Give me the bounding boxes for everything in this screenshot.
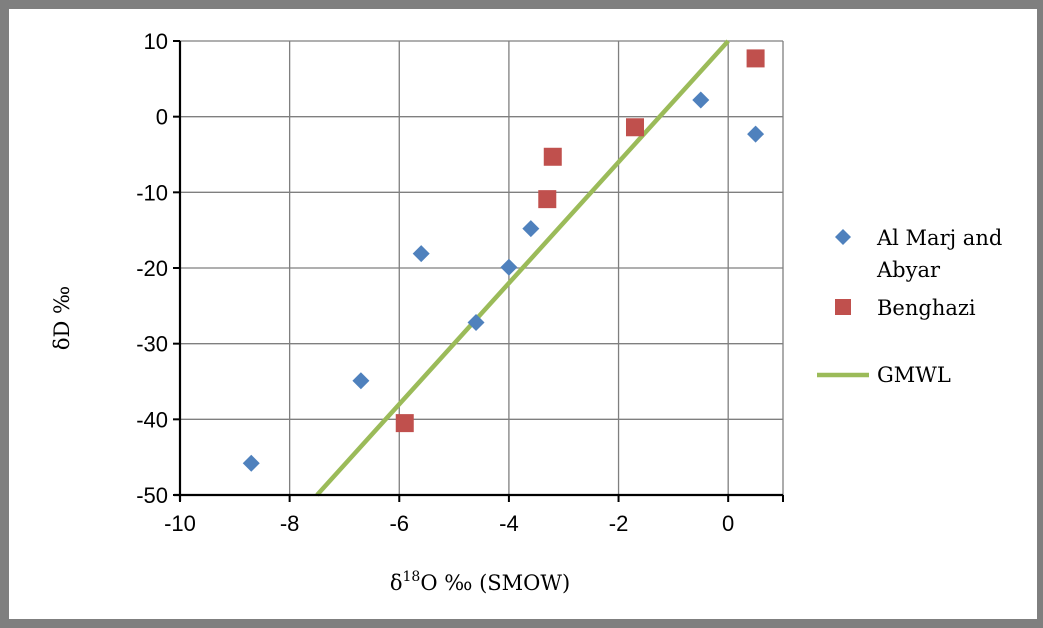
y-tick-label: -40 xyxy=(136,407,168,432)
point-benghazi xyxy=(395,414,414,433)
x-tick-label: -2 xyxy=(609,511,629,536)
point-al-marj-and-abyar xyxy=(467,313,485,331)
point-al-marj-and-abyar xyxy=(747,125,765,143)
legend-label-gmwl: GMWL xyxy=(877,363,951,387)
point-al-marj-and-abyar xyxy=(242,454,260,472)
point-benghazi xyxy=(746,49,765,68)
point-benghazi xyxy=(625,118,644,137)
y-axis-label: δD ‰ xyxy=(50,286,74,350)
points-layer xyxy=(242,49,765,472)
point-al-marj-and-abyar xyxy=(522,220,540,238)
x-axis-label-rest: O ‰ (SMOW) xyxy=(420,571,570,595)
x-axis-label-delta: δ xyxy=(390,571,403,595)
legend-label-benghazi: Benghazi xyxy=(877,296,976,320)
point-al-marj-and-abyar xyxy=(412,245,430,263)
x-tick-label: 0 xyxy=(722,511,734,536)
gmwl-line xyxy=(315,39,730,497)
x-tick-label: -8 xyxy=(280,511,300,536)
y-tick-label: 0 xyxy=(156,105,168,130)
point-benghazi xyxy=(543,147,562,166)
y-tick-label: -30 xyxy=(136,332,168,357)
legend-item-gmwl: GMWL xyxy=(817,363,951,387)
tick-labels: 100-10-20-30-40-50-10 -8 -6 -4 -2 0 xyxy=(136,29,734,536)
legend-item-al-marj-and-abyar: Al Marj and Abyar xyxy=(835,226,1002,282)
x-axis-label-superscript: 18 xyxy=(403,569,421,585)
point-benghazi xyxy=(538,190,557,209)
legend-label-al-marj-line2: Abyar xyxy=(876,258,941,282)
legend-item-benghazi: Benghazi xyxy=(835,296,976,320)
point-al-marj-and-abyar xyxy=(352,372,370,390)
y-tick-label: 10 xyxy=(144,29,168,54)
x-tick-label: -6 xyxy=(389,511,409,536)
y-tick-label: -10 xyxy=(136,180,168,205)
legend-marker-square-icon xyxy=(835,299,851,315)
x-tick-label: -10 xyxy=(164,511,196,536)
point-al-marj-and-abyar xyxy=(692,91,710,109)
point-al-marj-and-abyar xyxy=(500,258,518,276)
y-tick-label: -50 xyxy=(136,483,168,508)
legend-label-al-marj-line1: Al Marj and xyxy=(876,226,1002,250)
gmwl-layer xyxy=(315,39,730,497)
grid-lines xyxy=(180,40,784,495)
y-tick-label: -20 xyxy=(136,256,168,281)
x-tick-label: -4 xyxy=(499,511,519,536)
axes xyxy=(173,40,784,502)
x-axis-label: δ18O ‰ (SMOW) xyxy=(390,569,570,595)
legend-marker-diamond-icon xyxy=(835,229,851,245)
legend: Al Marj and Abyar Benghazi GMWL xyxy=(817,226,1002,387)
